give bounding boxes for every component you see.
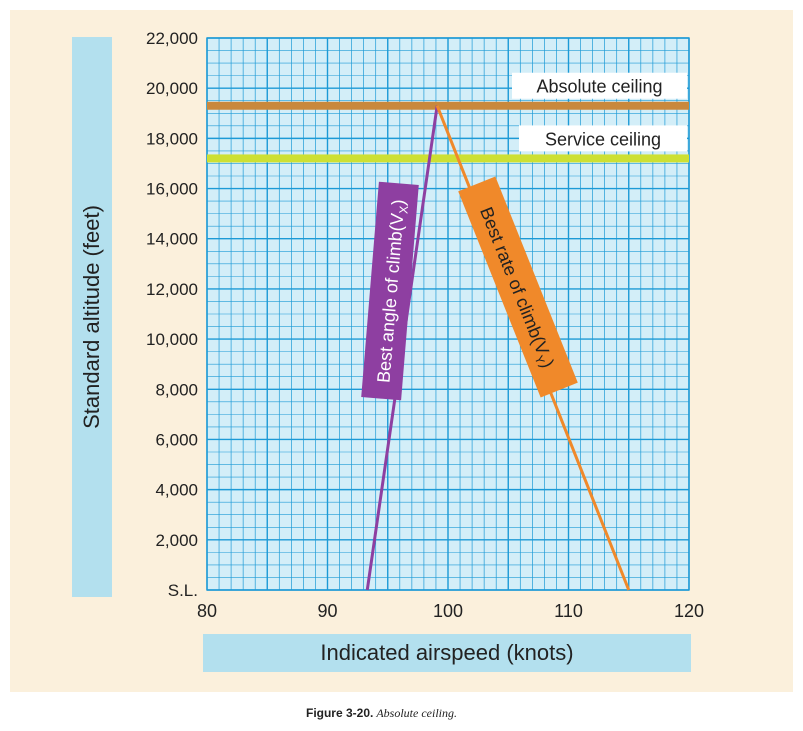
y-tick-label: 16,000 — [146, 180, 198, 199]
figure-title: Absolute ceiling. — [376, 706, 457, 720]
y-tick-label: 12,000 — [146, 280, 198, 299]
x-axis-label: Indicated airspeed (knots) — [203, 634, 691, 672]
ceiling-label-box — [512, 72, 687, 99]
x-tick-label: 110 — [554, 601, 583, 621]
ceiling-label-box — [519, 125, 687, 152]
y-tick-label: 22,000 — [146, 29, 198, 48]
ceiling-label: Absolute ceiling — [536, 77, 662, 97]
series-label-box — [361, 181, 419, 401]
ceiling-line — [207, 101, 689, 110]
y-tick-label: 2,000 — [155, 531, 198, 550]
y-tick-label: 8,000 — [155, 380, 198, 399]
series-label-box — [458, 176, 578, 398]
y-tick-label: 14,000 — [146, 230, 198, 249]
ceiling-label: Service ceiling — [545, 129, 661, 149]
y-tick-label: 20,000 — [146, 79, 198, 98]
x-tick-label: 80 — [197, 601, 217, 621]
plot-border — [206, 37, 690, 591]
ceiling-line — [207, 154, 689, 163]
figure-number: Figure 3-20. — [305, 706, 374, 720]
y-axis-label-box — [72, 37, 112, 597]
y-tick-label: 6,000 — [155, 430, 198, 449]
x-tick-label: 100 — [433, 601, 463, 621]
x-tick-label: 120 — [674, 601, 704, 621]
y-tick-label: 18,000 — [146, 129, 198, 148]
y-tick-label: S.L. — [168, 581, 198, 600]
grid — [206, 37, 690, 591]
y-tick-label: 4,000 — [155, 481, 198, 500]
series-label: Best angle of climb(VX) — [361, 181, 419, 401]
y-tick-label: 10,000 — [146, 330, 198, 349]
x-tick-label: 90 — [317, 601, 337, 621]
figure-caption: Figure 3-20. Absolute ceiling. — [0, 706, 763, 721]
